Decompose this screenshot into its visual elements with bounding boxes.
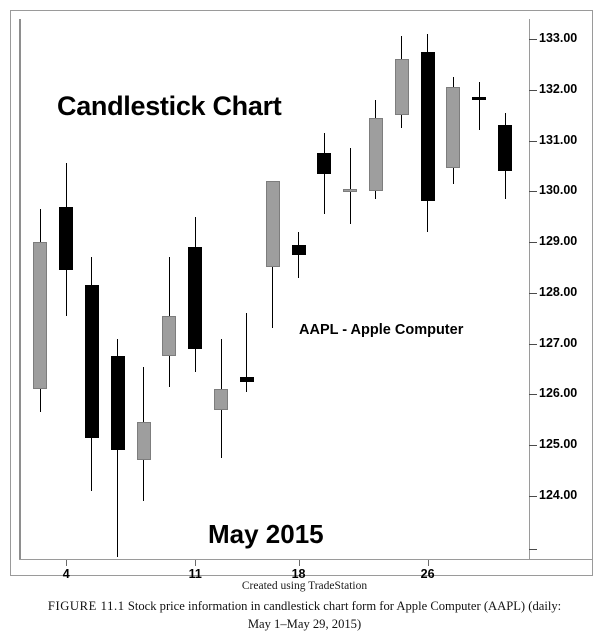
chart-title: Candlestick Chart: [57, 91, 282, 121]
caption-line-1: Stock price information in candlestick c…: [127, 599, 562, 613]
x-axis-label: 11: [188, 567, 202, 581]
candlestick-body: [317, 153, 332, 174]
candlestick: [394, 11, 409, 551]
candlestick: [446, 11, 461, 551]
candlestick: [110, 11, 125, 557]
candlestick: [136, 11, 151, 551]
x-axis-tick: [66, 560, 68, 566]
y-axis-label: 126.00: [539, 386, 578, 401]
candlestick-body: [265, 181, 280, 268]
attribution-text: Created using TradeStation: [241, 580, 368, 592]
candlestick: [162, 11, 177, 551]
candlestick: [214, 11, 229, 551]
candlestick-body: [239, 376, 254, 382]
candlestick: [59, 11, 74, 551]
y-axis-left-spine: [19, 19, 21, 560]
y-axis-tick: [529, 394, 537, 396]
candlestick-body: [214, 389, 229, 410]
candlestick: [188, 11, 203, 551]
candlestick-body: [343, 188, 358, 192]
candlestick-body: [446, 87, 461, 169]
y-axis-label: 127.00: [539, 335, 578, 350]
y-axis-label: 132.00: [539, 81, 578, 96]
candlestick-wick: [298, 231, 300, 278]
candlestick-body: [291, 244, 306, 255]
figure-number: FIGURE 11.1: [47, 599, 125, 613]
candlestick: [343, 11, 358, 551]
candlestick-wick: [349, 148, 351, 225]
y-axis-tick: [529, 445, 537, 447]
y-axis-tick: [529, 140, 537, 142]
y-axis-label: 131.00: [539, 132, 578, 147]
symbol-label: AAPL - Apple Computer: [299, 322, 464, 338]
y-axis-tick: [529, 549, 537, 550]
y-axis-tick: [529, 292, 537, 294]
candlestick-body: [394, 59, 409, 116]
y-axis-tick: [529, 343, 537, 345]
y-axis-label: 125.00: [539, 437, 578, 452]
x-axis-tick: [427, 560, 429, 566]
chart-frame: 133.00 132.00 131.00 130.00 129.00 128.00 127.…: [10, 10, 593, 580]
y-axis-label: 129.00: [539, 234, 578, 249]
x-axis-label: 4: [62, 567, 70, 581]
candlestick-body: [84, 285, 99, 438]
candlestick-body: [59, 206, 74, 271]
candlestick-body: [136, 422, 151, 461]
candlestick: [291, 11, 306, 551]
x-axis-tick: [298, 560, 300, 566]
candlestick-body: [188, 247, 203, 349]
candlestick-wick: [323, 132, 325, 215]
y-axis-tick: [529, 191, 537, 193]
candlestick: [265, 11, 280, 551]
x-axis-line: [19, 559, 592, 560]
y-axis-label: 133.00: [539, 31, 578, 45]
figure-caption: FIGURE 11.1 Stock price information in c…: [18, 598, 591, 634]
y-axis-label: 128.00: [539, 284, 578, 299]
candlestick-wick: [246, 313, 248, 392]
y-axis-tick: [529, 242, 537, 244]
y-axis-right-spine: [529, 19, 530, 560]
caption-line-2: May 1–May 29, 2015): [247, 616, 362, 631]
candlestick-body: [498, 125, 513, 171]
candlestick: [420, 11, 435, 551]
candlestick-wick: [478, 82, 480, 131]
y-axis-tick: [529, 496, 537, 497]
month-label: May 2015: [208, 519, 324, 549]
candlestick-body: [368, 117, 383, 192]
candlestick: [33, 11, 48, 551]
candlestick: [498, 11, 513, 551]
y-axis-label: 124.00: [539, 488, 578, 502]
candlestick: [84, 11, 99, 551]
candlestick: [317, 11, 332, 551]
y-axis-tick: [529, 89, 537, 91]
x-axis-tick: [195, 560, 197, 566]
y-axis-label: 130.00: [539, 183, 578, 198]
candlestick-body: [33, 242, 48, 390]
x-axis-label: 26: [420, 567, 435, 581]
candlestick: [472, 11, 487, 551]
candlestick: [239, 11, 254, 551]
y-axis-tick: [529, 39, 537, 40]
candlestick-body: [472, 97, 487, 101]
candlestick: [368, 11, 383, 551]
candlestick-body: [110, 356, 125, 451]
candlestick-body: [162, 315, 177, 357]
x-axis-label: 18: [291, 567, 306, 581]
candlestick-body: [420, 51, 435, 202]
